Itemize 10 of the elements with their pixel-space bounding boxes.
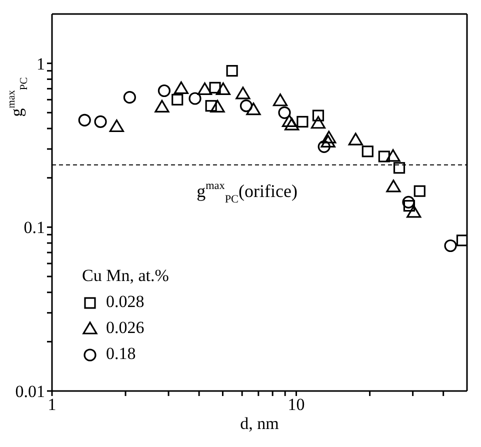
legend-title: Cu Mn, at.%	[82, 265, 169, 287]
y-tick-label: 1	[36, 54, 45, 74]
legend-label: 0.026	[106, 317, 144, 339]
ref-line-label: g$^{max}$$_{PC}$(orifice)	[196, 180, 298, 206]
legend-label: 0.028	[106, 291, 144, 313]
y-tick-label: 0.1	[24, 218, 45, 238]
x-tick-label: 10	[288, 395, 305, 414]
legend-label: 0.18	[106, 343, 136, 365]
y-tick-label: 0.01	[15, 382, 45, 402]
x-axis-title: d, nm	[240, 414, 279, 433]
